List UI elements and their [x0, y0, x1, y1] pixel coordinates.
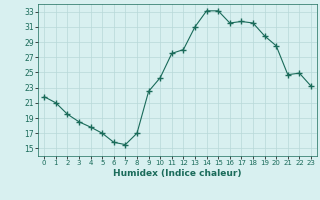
X-axis label: Humidex (Indice chaleur): Humidex (Indice chaleur) [113, 169, 242, 178]
